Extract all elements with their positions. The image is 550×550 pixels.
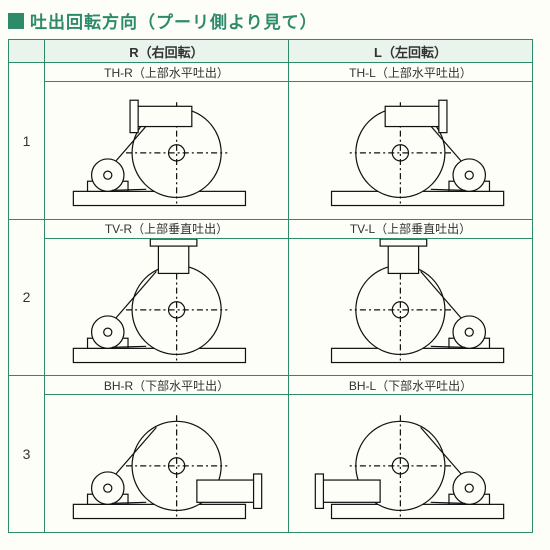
row-num-3: 3	[9, 376, 45, 533]
section-title: 吐出回転方向（プーリ側より見て）	[8, 8, 542, 33]
cell-label-2r: TV-R（上部垂直吐出）	[45, 219, 289, 238]
header-l: L（左回転）	[289, 40, 533, 63]
cell-label-1l: TH-L（上部水平吐出）	[289, 63, 533, 82]
cell-label-3l: BH-L（下部水平吐出）	[289, 376, 533, 395]
title-text: 吐出回転方向（プーリ側より見て）	[30, 8, 318, 33]
figure-2r	[45, 238, 289, 376]
cell-label-3r: BH-R（下部水平吐出）	[45, 376, 289, 395]
header-blank	[9, 40, 45, 63]
row-num-2: 2	[9, 219, 45, 376]
figure-2l	[289, 238, 533, 376]
title-bullet	[8, 13, 24, 29]
figure-1l	[289, 82, 533, 220]
header-r: R（右回転）	[45, 40, 289, 63]
figure-1r	[45, 82, 289, 220]
cell-label-1r: TH-R（上部水平吐出）	[45, 63, 289, 82]
rotation-table: R（右回転） L（左回転） 1 TH-R（上部水平吐出） TH-L（上部水平吐出…	[8, 39, 533, 533]
cell-label-2l: TV-L（上部垂直吐出）	[289, 219, 533, 238]
figure-3l	[289, 395, 533, 533]
figure-3r	[45, 395, 289, 533]
row-num-1: 1	[9, 63, 45, 220]
